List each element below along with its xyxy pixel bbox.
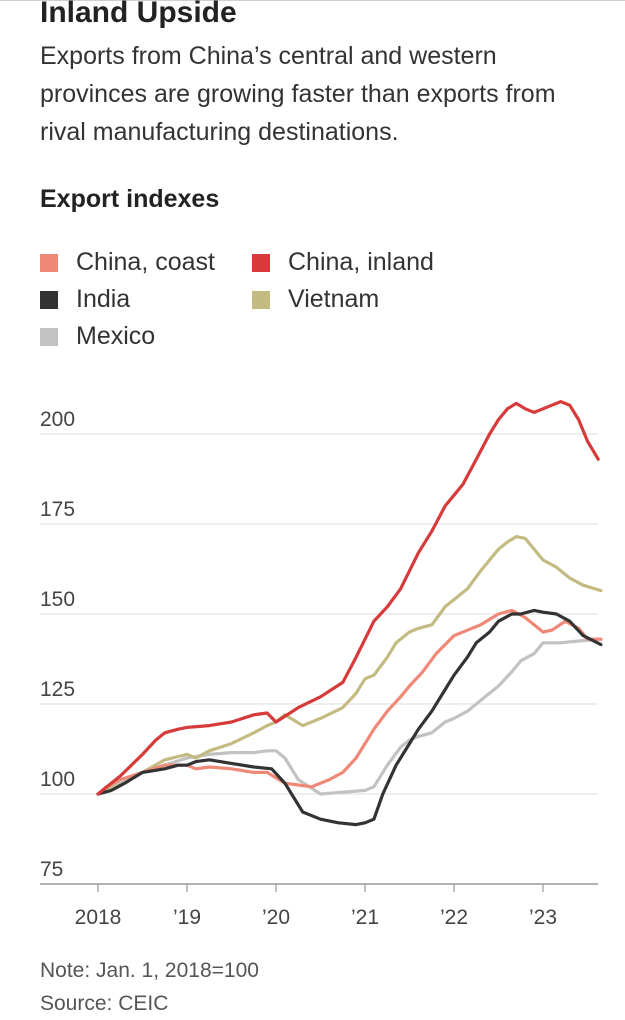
y-tick-label: 175 [40,498,75,521]
series-line-china-coast [96,608,603,796]
legend-label-mexico: Mexico [76,322,156,350]
x-tick-label: ’21 [351,906,379,929]
x-tick-label: ’20 [262,906,290,929]
legend-item-india: India [40,281,130,318]
x-tick-label: ’22 [440,906,468,929]
legend-item-china-coast: China, coast [40,244,215,281]
legend-label-india: India [76,285,131,313]
legend-item-mexico: Mexico [40,318,155,355]
series-line-vietnam [96,535,603,796]
legend-label-china-coast: China, coast [76,248,215,276]
legend-swatch-china-inland [252,253,270,272]
y-tick-label: 200 [40,408,75,431]
series-line-china-inland [96,400,600,796]
x-tick-label: ’19 [173,906,201,929]
y-tick-label: 125 [40,678,75,701]
legend-swatch-china-coast [40,253,58,272]
y-tick-label: 75 [40,858,63,881]
legend-item-china-inland: China, inland [252,244,434,281]
chart-note: Note: Jan. 1, 2018=100 [40,959,259,982]
series-line-india [96,608,603,827]
export-index-line-chart: 75 100 125 150 175 200 2018 ’19 ’20 ’21 ’22 ’23 [40,400,603,929]
legend-label-vietnam: Vietnam [288,285,380,313]
legend-label-china-inland: China, inland [288,248,434,276]
y-tick-label: 100 [40,768,75,791]
page-title: Inland Upside [40,0,237,29]
page-subtitle: Exports from China’s central and western… [40,42,556,146]
legend-item-vietnam: Vietnam [252,281,379,318]
legend-swatch-vietnam [252,290,270,309]
chart-title: Export indexes [40,185,220,213]
series-line-mexico [96,637,603,796]
chart-source: Source: CEIC [40,992,169,1015]
top-rule [0,0,625,1]
legend-swatch-india [40,290,58,309]
chart-legend: China, coast China, inland India Vietnam… [40,244,620,359]
x-tick-label: 2018 [75,906,122,929]
x-tick-label: ’23 [529,906,557,929]
legend-swatch-mexico [40,327,58,346]
y-tick-label: 150 [40,588,75,611]
